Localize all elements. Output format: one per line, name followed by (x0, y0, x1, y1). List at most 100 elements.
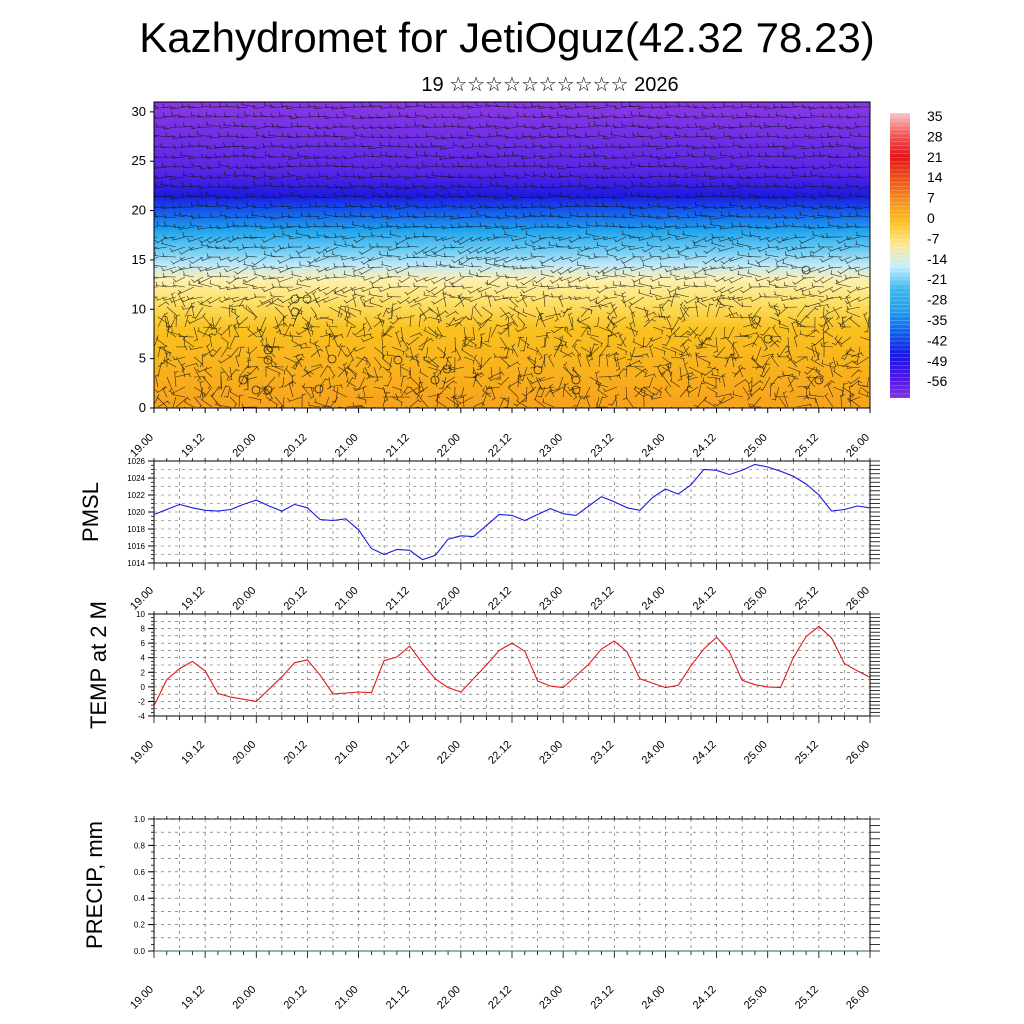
wind-barb (814, 346, 820, 361)
wind-barb (228, 325, 231, 338)
wind-barb (333, 276, 348, 278)
wind-barb (459, 275, 474, 278)
wind-barb (253, 106, 267, 109)
wind-barb (405, 236, 420, 240)
wind-barb-flag (846, 398, 851, 402)
wind-barb-flag (215, 400, 217, 405)
wind-barb-flag (389, 103, 392, 108)
wind-barb (603, 136, 618, 140)
wind-barb-flag (389, 134, 392, 139)
wind-barb (595, 302, 609, 308)
wind-barb (245, 276, 258, 283)
wind-barb-flag (452, 204, 456, 209)
wind-barb-flag (548, 133, 551, 138)
wind-barb-flag (217, 262, 219, 267)
wind-barb (678, 286, 690, 290)
wind-barb (480, 316, 492, 326)
wind-barb (201, 256, 213, 261)
wind-barb-flag (548, 354, 552, 358)
wind-barb-flag (246, 202, 249, 206)
wind-barb (640, 206, 654, 210)
wind-barb (808, 394, 825, 398)
wind-barb (419, 397, 429, 408)
wind-barb (533, 246, 546, 250)
wind-barb-flag (532, 281, 534, 286)
wind-barb-flag (443, 244, 446, 249)
wind-barb (328, 334, 343, 338)
wind-barb-flag (642, 410, 645, 412)
wind-barb-flag (502, 263, 505, 268)
wind-barb-flag (252, 104, 255, 109)
wind-barb (514, 106, 528, 108)
wind-barb (256, 135, 267, 138)
wind-barb (232, 225, 249, 228)
wind-barb (445, 356, 452, 367)
wind-barb-flag (485, 385, 488, 389)
wind-barb (457, 216, 474, 219)
wind-barb (490, 323, 498, 338)
wind-barb (304, 156, 321, 159)
wind-barb-flag (265, 365, 270, 368)
wind-barb (750, 125, 762, 128)
wind-barb-flag (416, 191, 419, 196)
wind-barb (835, 144, 852, 148)
wind-barb-flag (333, 273, 336, 278)
wind-barb (682, 343, 690, 358)
wind-barb-flag (747, 151, 749, 156)
wind-barb (614, 274, 627, 278)
wind-barb (160, 184, 177, 188)
wind-barb (772, 145, 789, 148)
wind-barb (553, 306, 559, 321)
wind-barb-flag (591, 414, 592, 418)
wind-barb-flag (684, 133, 687, 138)
wind-barb (610, 134, 627, 138)
wind-barb-flag (844, 300, 848, 304)
wind-barb-flag (181, 362, 186, 366)
wind-barb-flag (263, 204, 267, 209)
wind-barb-flag (643, 415, 644, 419)
wind-barb (791, 174, 807, 178)
wind-barb (736, 243, 753, 248)
wind-barb-flag (826, 214, 829, 219)
wind-barb (839, 166, 852, 168)
wind-barb-flag (720, 211, 723, 216)
wind-barb-flag (578, 142, 581, 147)
wind-barb-flag (705, 413, 706, 417)
wind-barb (425, 254, 438, 258)
wind-barb (697, 356, 711, 364)
wind-barb (532, 145, 546, 148)
wind-barb (651, 336, 663, 342)
wind-barb-flag (421, 161, 424, 166)
wind-barb-flag (764, 172, 766, 177)
wind-barb (651, 276, 663, 282)
wind-barb-flag (559, 102, 561, 107)
wind-barb (762, 376, 771, 392)
wind-barb (279, 333, 294, 338)
wind-barb (417, 136, 429, 138)
wind-barb (823, 380, 833, 388)
wind-barb (809, 255, 825, 258)
wind-barb-flag (749, 231, 751, 236)
wind-barb (628, 305, 636, 318)
wind-barb (550, 106, 564, 110)
wind-barb (571, 256, 582, 263)
wind-barb (616, 256, 627, 261)
wind-barb-flag (670, 377, 673, 382)
wind-barb (334, 293, 348, 298)
wind-barb (173, 285, 186, 288)
wind-barb-flag (324, 233, 327, 238)
wind-barb-flag (376, 114, 379, 119)
wind-barb (380, 136, 393, 138)
wind-barb-flag (749, 213, 752, 218)
wind-barb-flag (683, 275, 687, 280)
wind-barb-flag (475, 249, 479, 253)
wind-barb (406, 256, 420, 258)
wind-barb-flag (467, 191, 469, 196)
wind-barb-flag (653, 374, 657, 378)
wind-barb-flag (674, 224, 678, 229)
wind-barb (507, 386, 519, 398)
wind-barb (629, 355, 645, 358)
wind-barb-flag (171, 410, 174, 413)
wind-barb (822, 276, 834, 284)
wind-barb (741, 233, 753, 238)
